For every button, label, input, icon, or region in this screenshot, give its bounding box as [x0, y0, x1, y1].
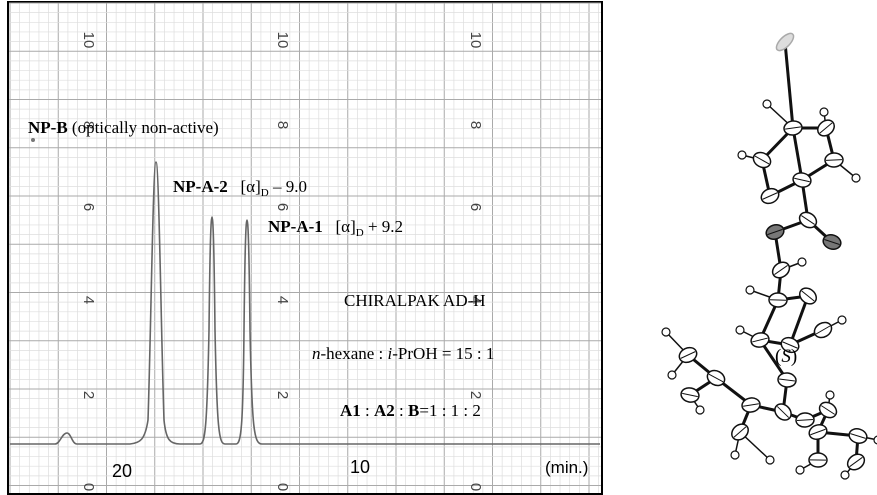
- ratio-label: A1 : A2 : B=1 : 1 : 2: [340, 401, 481, 420]
- grid-label: 4: [274, 296, 291, 304]
- atom-axis: [850, 433, 866, 439]
- grid-label: 6: [274, 203, 291, 211]
- stereo-label: (S): [775, 346, 797, 367]
- atom-axis: [801, 215, 815, 225]
- grid-label: 0: [467, 483, 484, 491]
- grid-label: 4: [80, 296, 97, 304]
- x-label: 10: [350, 457, 370, 477]
- atom-axis: [774, 265, 788, 275]
- h-atom: [745, 285, 755, 295]
- h-atom: [795, 465, 805, 475]
- atom-axis: [743, 403, 759, 407]
- atom-axis: [849, 456, 863, 468]
- atom-axis: [825, 159, 843, 161]
- h-atom: [765, 455, 775, 465]
- h-atom: [730, 450, 740, 460]
- grid-label: 0: [274, 483, 291, 491]
- column-label: CHIRALPAK AD-H: [344, 291, 486, 310]
- atom-axis: [708, 373, 724, 383]
- speck: [31, 138, 35, 142]
- atom-axis: [754, 155, 770, 165]
- atom-axis: [680, 351, 696, 359]
- atom: [775, 32, 795, 52]
- atom-axis: [762, 192, 778, 200]
- grid-label: 10: [274, 32, 291, 49]
- atom-axis: [733, 426, 747, 438]
- atom-axis: [810, 428, 826, 436]
- atom-axis: [769, 299, 787, 301]
- atom-axis: [796, 418, 814, 422]
- atom-axis: [682, 392, 698, 398]
- bond: [788, 295, 810, 346]
- grid-label: 0: [80, 483, 97, 491]
- atom-axis: [819, 122, 833, 134]
- np-b-label: NP-B (optically non-active): [28, 118, 219, 137]
- h-atom: [667, 370, 677, 380]
- atom-axis: [767, 228, 783, 236]
- h-atom: [762, 99, 772, 109]
- atom-axis: [782, 341, 798, 349]
- atom-axis: [824, 239, 840, 245]
- atom-axis: [785, 126, 801, 130]
- grid-label: 8: [467, 121, 484, 129]
- h-atom: [840, 470, 850, 480]
- h-atom: [851, 173, 861, 183]
- atom-axis: [752, 337, 768, 343]
- atom-axis: [778, 378, 796, 382]
- eluent-label: n-hexane : i-PrOH = 15 : 1: [312, 344, 494, 363]
- grid-label: 8: [274, 121, 291, 129]
- grid-label: 2: [467, 391, 484, 399]
- h-atom: [797, 257, 807, 267]
- h-atom: [735, 325, 745, 335]
- np-a2-label: NP-A-2 [α]D – 9.0: [173, 177, 307, 200]
- atom-axis: [821, 405, 835, 415]
- grid-label: 10: [80, 32, 97, 49]
- grid-label: 2: [80, 391, 97, 399]
- h-atom: [825, 390, 835, 400]
- h-atom: [873, 435, 877, 445]
- grid-label: 6: [467, 203, 484, 211]
- atom-axis: [815, 325, 831, 335]
- grid-label: 6: [80, 203, 97, 211]
- h-atom: [661, 327, 671, 337]
- x-label: 20: [112, 461, 132, 481]
- grid-label: 8: [80, 121, 97, 129]
- grid-label: 10: [467, 32, 484, 49]
- h-atom: [837, 315, 847, 325]
- grid-label: 4: [467, 296, 484, 304]
- grid-label: 2: [274, 391, 291, 399]
- bond: [791, 127, 804, 181]
- h-atom: [695, 405, 705, 415]
- x-unit-label: (min.): [545, 458, 588, 477]
- bond: [783, 41, 795, 129]
- h-atom: [819, 107, 829, 117]
- np-a1-label: NP-A-1 [α]D + 9.2: [268, 217, 403, 240]
- chromatogram-trace: [10, 161, 600, 445]
- atom-axis: [776, 406, 790, 418]
- atom-axis: [794, 177, 810, 183]
- h-atom: [737, 150, 747, 160]
- atom-axis: [801, 290, 815, 302]
